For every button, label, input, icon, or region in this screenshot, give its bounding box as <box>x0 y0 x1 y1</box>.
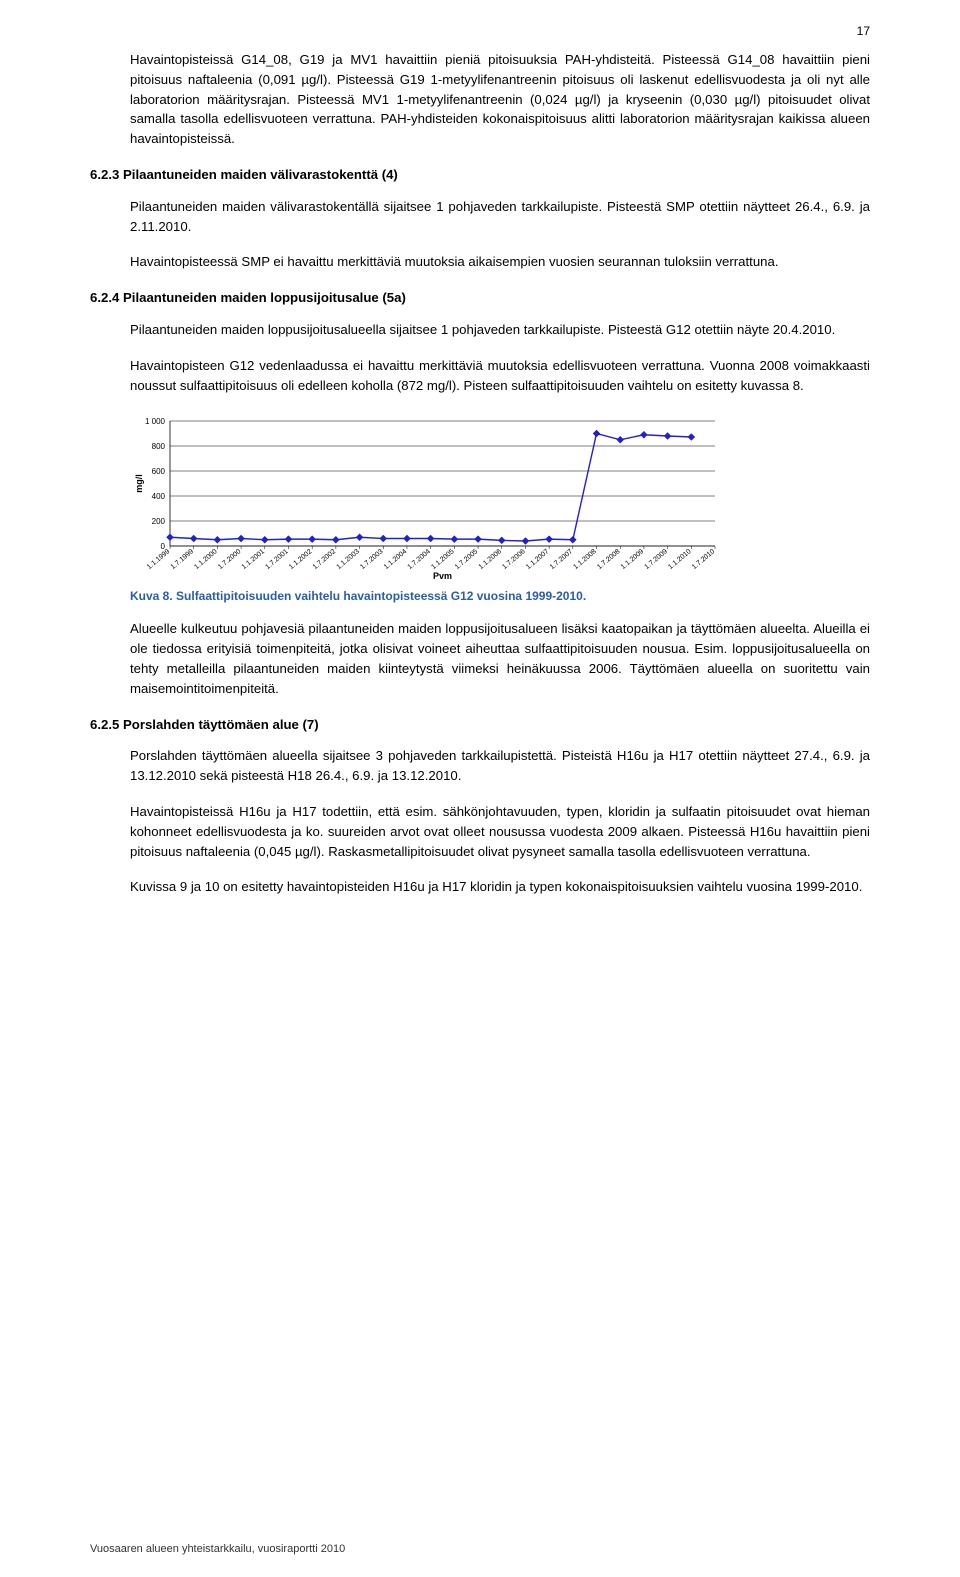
svg-text:1.7.2010: 1.7.2010 <box>691 548 716 571</box>
heading-6-2-5: 6.2.5 Porslahden täyttömäen alue (7) <box>90 715 870 735</box>
svg-text:800: 800 <box>152 442 166 451</box>
svg-text:1.1.1999: 1.1.1999 <box>146 548 171 571</box>
svg-text:1.1.2004: 1.1.2004 <box>383 548 408 571</box>
chart-figure-8: 02004006008001 0001.1.19991.7.19991.1.20… <box>130 411 870 581</box>
paragraph-623-a: Pilaantuneiden maiden välivarastokentäll… <box>130 197 870 237</box>
svg-text:1.1.2007: 1.1.2007 <box>525 548 550 571</box>
paragraph-624-b: Havaintopisteen G12 vedenlaadussa ei hav… <box>130 356 870 396</box>
svg-text:400: 400 <box>152 492 166 501</box>
svg-text:1.7.1999: 1.7.1999 <box>170 548 195 571</box>
footer-text: Vuosaaren alueen yhteistarkkailu, vuosir… <box>90 1541 345 1558</box>
paragraph-intro: Havaintopisteissä G14_08, G19 ja MV1 hav… <box>130 50 870 149</box>
heading-6-2-4: 6.2.4 Pilaantuneiden maiden loppusijoitu… <box>90 288 870 308</box>
svg-text:1.7.2000: 1.7.2000 <box>217 548 242 571</box>
svg-text:1.1.2002: 1.1.2002 <box>288 548 313 571</box>
svg-text:1.1.2001: 1.1.2001 <box>241 548 266 571</box>
svg-text:1 000: 1 000 <box>145 417 166 426</box>
svg-text:1.7.2009: 1.7.2009 <box>644 548 669 571</box>
svg-text:1.7.2008: 1.7.2008 <box>596 548 621 571</box>
page: 17 Havaintopisteissä G14_08, G19 ja MV1 … <box>0 0 960 1577</box>
paragraph-624-a: Pilaantuneiden maiden loppusijoitusaluee… <box>130 320 870 340</box>
svg-text:1.7.2002: 1.7.2002 <box>312 548 337 571</box>
svg-text:1.7.2004: 1.7.2004 <box>407 548 432 571</box>
svg-text:1.7.2003: 1.7.2003 <box>359 548 384 571</box>
svg-text:1.7.2005: 1.7.2005 <box>454 548 479 571</box>
svg-text:1.7.2007: 1.7.2007 <box>549 548 574 571</box>
svg-text:600: 600 <box>152 467 166 476</box>
paragraph-625-b: Havaintopisteissä H16u ja H17 todettiin,… <box>130 802 870 861</box>
svg-text:1.1.2000: 1.1.2000 <box>193 548 218 571</box>
svg-text:200: 200 <box>152 517 166 526</box>
paragraph-625-a: Porslahden täyttömäen alueella sijaitsee… <box>130 746 870 786</box>
figure-8-caption: Kuva 8. Sulfaattipitoisuuden vaihtelu ha… <box>130 587 870 605</box>
svg-text:1.1.2006: 1.1.2006 <box>478 548 503 571</box>
paragraph-625-c: Kuvissa 9 ja 10 on esitetty havaintopist… <box>130 877 870 897</box>
svg-text:mg/l: mg/l <box>134 475 144 494</box>
svg-text:1.1.2008: 1.1.2008 <box>572 548 597 571</box>
heading-6-2-3: 6.2.3 Pilaantuneiden maiden välivarastok… <box>90 165 870 185</box>
svg-text:1.1.2010: 1.1.2010 <box>667 548 692 571</box>
paragraph-624-c: Alueelle kulkeutuu pohjavesiä pilaantune… <box>130 619 870 698</box>
svg-text:1.7.2001: 1.7.2001 <box>264 548 289 571</box>
svg-text:Pvm: Pvm <box>433 571 452 581</box>
svg-text:1.1.2003: 1.1.2003 <box>335 548 360 571</box>
svg-text:1.7.2006: 1.7.2006 <box>501 548 526 571</box>
page-number: 17 <box>857 22 870 40</box>
svg-text:1.1.2005: 1.1.2005 <box>430 548 455 571</box>
paragraph-623-b: Havaintopisteessä SMP ei havaittu merkit… <box>130 252 870 272</box>
svg-text:1.1.2009: 1.1.2009 <box>620 548 645 571</box>
